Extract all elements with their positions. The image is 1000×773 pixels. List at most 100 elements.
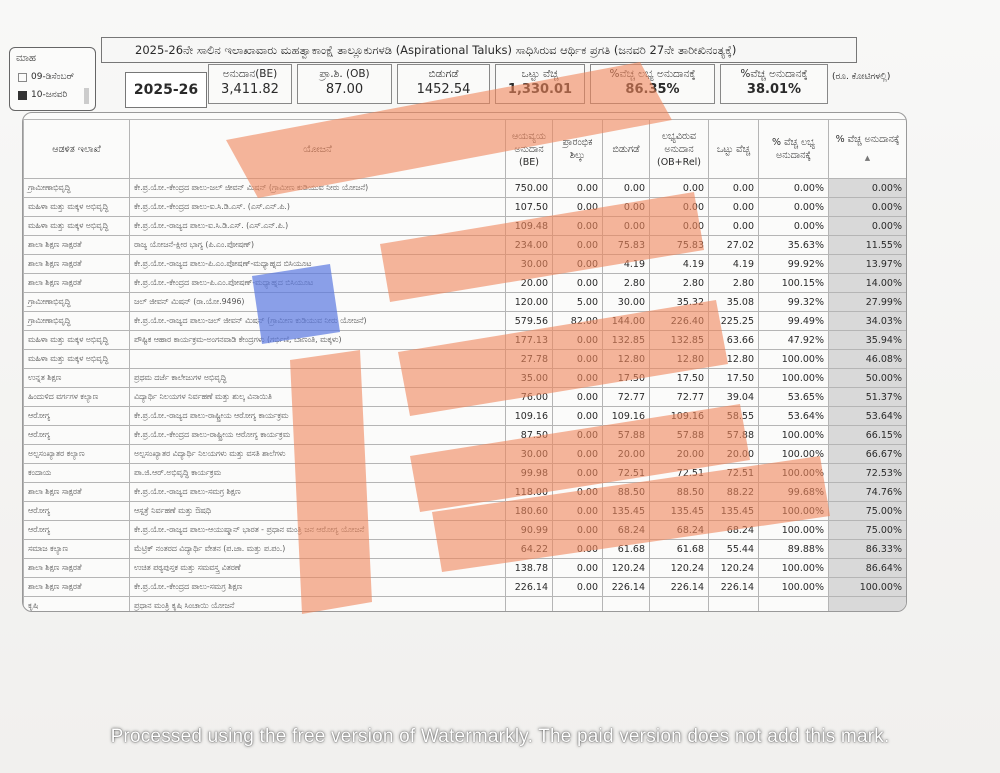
cell-pct-be: 50.00% bbox=[828, 368, 906, 388]
cell-be: 118.00 bbox=[505, 482, 553, 502]
table-body: ಗ್ರಾಮೀಣಾಭಿವೃದ್ಧಿ ಕೇ.ಪ್ರ.ಯೋ.-ಕೇಂದ್ರದ ಪಾಲು-… bbox=[23, 178, 906, 611]
table-row[interactable]: ಗ್ರಾಮೀಣಾಭಿವೃದ್ಧಿ ಕೇ.ಪ್ರ.ಯೋ.-ರಾಜ್ಯದ ಪಾಲು-ಜ… bbox=[23, 311, 906, 331]
cell-rel: 226.14 bbox=[602, 577, 650, 597]
table-row[interactable]: ಮಹಿಳಾ ಮತ್ತು ಮಕ್ಕಳ ಅಭಿವೃದ್ಧಿ ಕೇ.ಪ್ರ.ಯೋ.-ಕೇ… bbox=[23, 197, 906, 217]
cell-be: 76.00 bbox=[505, 387, 553, 407]
cell-ob: 0.00 bbox=[552, 254, 603, 274]
col-header-expenditure[interactable]: ಒಟ್ಟು ವೆಚ್ಚ bbox=[708, 119, 759, 179]
kpi-value: 3,411.82 bbox=[221, 82, 279, 97]
cell-dept: ಕೃಷಿ bbox=[23, 596, 130, 611]
cell-pct-be: 0.00% bbox=[828, 216, 906, 236]
cell-scheme: ಕೇ.ಪ್ರ.ಯೋ.-ಕೇಂದ್ರದ ಪಾಲು-ಪಿ.ಎಂ.ಪೋಷಣ್-ಮಧ್ಯ… bbox=[129, 273, 506, 293]
table-row[interactable]: ಆರೋಗ್ಯ ಕೇ.ಪ್ರ.ಯೋ.-ರಾಜ್ಯದ ಪಾಲು-ರಾಷ್ಟ್ರೀಯ ಆ… bbox=[23, 406, 906, 426]
cell-exp: 39.04 bbox=[708, 387, 759, 407]
cell-avail: 2.80 bbox=[649, 273, 709, 293]
table-row[interactable]: ಶಾಲಾ ಶಿಕ್ಷಣ ಸಾಕ್ಷರತೆ ಕೇ.ಪ್ರ.ಯೋ.-ರಾಜ್ಯದ ಪಾ… bbox=[23, 254, 906, 274]
table-row[interactable]: ಆರೋಗ್ಯ ಕೇ.ಪ್ರ.ಯೋ.-ರಾಜ್ಯದ ಪಾಲು-ಆಯುಷ್ಮಾನ್ ಭ… bbox=[23, 520, 906, 540]
cell-pct-avail bbox=[758, 596, 829, 611]
cell-avail: 72.77 bbox=[649, 387, 709, 407]
cell-dept: ಅಲ್ಪಸಂಖ್ಯಾತರ ಕಲ್ಯಾಣ bbox=[23, 444, 130, 464]
cell-ob: 0.00 bbox=[552, 273, 603, 293]
cell-exp: 27.02 bbox=[708, 235, 759, 255]
cell-scheme: ಪ್ರಥಮ ದರ್ಜೆ ಕಾಲೇಜುಗಳ ಅಭಿವೃದ್ಧಿ bbox=[129, 368, 506, 388]
col-header-be[interactable]: ಆಯವ್ಯಯ ಅನುದಾನ (BE) bbox=[505, 119, 553, 179]
table-row[interactable]: ಗ್ರಾಮೀಣಾಭಿವೃದ್ಧಿ ಜಲ್ ಜೀವನ್ ಮಿಷನ್ (ರಾ.ಯೋ.9… bbox=[23, 292, 906, 312]
table-row[interactable]: ಶಾಲಾ ಶಿಕ್ಷಣ ಸಾಕ್ಷರತೆ ಕೇ.ಪ್ರ.ಯೋ.-ಕೇಂದ್ರದ ಪ… bbox=[23, 577, 906, 597]
cell-be: 234.00 bbox=[505, 235, 553, 255]
table-row[interactable]: ಕಂದಾಯ ಪಾ.ಜಿ.ಆರ್.ಅಭಿವೃದ್ಧಿ ಕಾರ್ಯಕ್ರಮ 99.98 0… bbox=[23, 463, 906, 483]
checkbox-checked-icon[interactable] bbox=[18, 90, 27, 100]
cell-rel: 68.24 bbox=[602, 520, 650, 540]
cell-pct-be: 53.64% bbox=[828, 406, 906, 426]
col-header-dept[interactable]: ಆಡಳಿತ ಇಲಾಖೆ bbox=[23, 119, 130, 179]
col-header-label: % ವೆಚ್ಚ ಅನುದಾನಕ್ಕೆ bbox=[835, 134, 900, 145]
cell-dept: ಗ್ರಾಮೀಣಾಭಿವೃದ್ಧಿ bbox=[23, 178, 130, 198]
cell-pct-avail: 99.49% bbox=[758, 311, 829, 331]
cell-rel: 120.24 bbox=[602, 558, 650, 578]
cell-ob: 0.00 bbox=[552, 482, 603, 502]
cell-scheme: ಕೇ.ಪ್ರ.ಯೋ.-ಕೇಂದ್ರದ ಪಾಲು-ರಾಷ್ಟ್ರೀಯ ಆರೋಗ್ಯ… bbox=[129, 425, 506, 445]
table-row[interactable]: ಶಾಲಾ ಶಿಕ್ಷಣ ಸಾಕ್ಷರತೆ ಉಚಿತ ಪಠ್ಯಪುಸ್ತಕ ಮತ್ತ… bbox=[23, 558, 906, 578]
cell-dept: ಆರೋಗ್ಯ bbox=[23, 520, 130, 540]
kpi-budget: ಅನುದಾನ(BE) 3,411.82 bbox=[208, 64, 292, 104]
cell-exp: 0.00 bbox=[708, 216, 759, 236]
col-header-ob[interactable]: ಪ್ರಾರಂಭಿಕ ಶಿಲ್ಕು bbox=[552, 119, 603, 179]
cell-be: 30.00 bbox=[505, 444, 553, 464]
progress-table: ಆಡಳಿತ ಇಲಾಖೆ ಯೋಜನೆ ಆಯವ್ಯಯ ಅನುದಾನ (BE) ಪ್ರ… bbox=[23, 119, 906, 611]
col-header-release[interactable]: ಬಿಡುಗಡೆ bbox=[602, 119, 650, 179]
table-row[interactable]: ಹಿಂದುಳಿದ ವರ್ಗಗಳ ಕಲ್ಯಾಣ ವಿದ್ಯಾರ್ಥಿ ನಿಲಯಗಳ … bbox=[23, 387, 906, 407]
table-row[interactable]: ಆರೋಗ್ಯ ಆಸ್ಪತ್ರೆ ನಿರ್ವಹಣೆ ಮತ್ತು ಔಷಧಿ 180.60… bbox=[23, 501, 906, 521]
col-header-pct-budget[interactable]: % ವೆಚ್ಚ ಅನುದಾನಕ್ಕೆ ▲ bbox=[828, 119, 906, 179]
cell-pct-be: 100.00% bbox=[828, 577, 906, 597]
month-option-dec[interactable]: 09-ಡಿಸೆಂಬರ್ bbox=[18, 72, 74, 82]
table-row[interactable]: ಅಲ್ಪಸಂಖ್ಯಾತರ ಕಲ್ಯಾಣ ಅಲ್ಪಸಂಖ್ಯಾತರ ವಿದ್ಯಾರ್… bbox=[23, 444, 906, 464]
cell-pct-be: 72.53% bbox=[828, 463, 906, 483]
cell-pct-avail: 99.92% bbox=[758, 254, 829, 274]
table-row[interactable]: ಮಹಿಳಾ ಮತ್ತು ಮಕ್ಕಳ ಅಭಿವೃದ್ಧಿ 27.78 0.00 12.8… bbox=[23, 349, 906, 369]
col-header-available[interactable]: ಲಭ್ಯವಿರುವ ಅನುದಾನ (OB+Rel) bbox=[649, 119, 709, 179]
cell-scheme: ಕೇ.ಪ್ರ.ಯೋ.-ಕೇಂದ್ರದ ಪಾಲು-ಸಮಗ್ರ ಶಿಕ್ಷಣ bbox=[129, 577, 506, 597]
cell-avail: 12.80 bbox=[649, 349, 709, 369]
table-row[interactable]: ಆರೋಗ್ಯ ಕೇ.ಪ್ರ.ಯೋ.-ಕೇಂದ್ರದ ಪಾಲು-ರಾಷ್ಟ್ರೀಯ … bbox=[23, 425, 906, 445]
cell-avail: 0.00 bbox=[649, 216, 709, 236]
table-row[interactable]: ಮಹಿಳಾ ಮತ್ತು ಮಕ್ಕಳ ಅಭಿವೃದ್ಧಿ ಕೇ.ಪ್ರ.ಯೋ.-ರಾ… bbox=[23, 216, 906, 236]
cell-scheme: ಆಸ್ಪತ್ರೆ ನಿರ್ವಹಣೆ ಮತ್ತು ಔಷಧಿ bbox=[129, 501, 506, 521]
kpi-value: 87.00 bbox=[325, 82, 364, 97]
cell-pct-avail: 100.00% bbox=[758, 349, 829, 369]
cell-dept: ಶಾಲಾ ಶಿಕ್ಷಣ ಸಾಕ್ಷರತೆ bbox=[23, 235, 130, 255]
sort-ascending-icon[interactable]: ▲ bbox=[864, 154, 871, 162]
cell-avail: 61.68 bbox=[649, 539, 709, 559]
cell-exp: 135.45 bbox=[708, 501, 759, 521]
table-row[interactable]: ಶಾಲಾ ಶಿಕ್ಷಣ ಸಾಕ್ಷರತೆ ರಾಜ್ಯ ಯೋಜನೆ-ಕ್ಷೀರ ಭಾ… bbox=[23, 235, 906, 255]
cell-pct-be: 75.00% bbox=[828, 501, 906, 521]
cell-dept: ಶಾಲಾ ಶಿಕ್ಷಣ ಸಾಕ್ಷರತೆ bbox=[23, 254, 130, 274]
table-row[interactable]: ಶಾಲಾ ಶಿಕ್ಷಣ ಸಾಕ್ಷರತೆ ಕೇ.ಪ್ರ.ಯೋ.-ಕೇಂದ್ರದ ಪ… bbox=[23, 273, 906, 293]
cell-dept: ಶಾಲಾ ಶಿಕ್ಷಣ ಸಾಕ್ಷರತೆ bbox=[23, 482, 130, 502]
cell-pct-be: 0.00% bbox=[828, 197, 906, 217]
cell-rel: 30.00 bbox=[602, 292, 650, 312]
kpi-label: %ವೆಚ್ಚ ಅನುದಾನಕ್ಕೆ bbox=[740, 68, 808, 80]
cell-dept: ಗ್ರಾಮೀಣಾಭಿವೃದ್ಧಿ bbox=[23, 311, 130, 331]
col-header-pct-available[interactable]: % ವೆಚ್ಚ ಲಭ್ಯ ಅನುದಾನಕ್ಕೆ bbox=[758, 119, 829, 179]
month-option-label: 10-ಜನವರಿ bbox=[31, 90, 68, 100]
table-row[interactable]: ಸಮಾಜ ಕಲ್ಯಾಣ ಮೆಟ್ರಿಕ್ ನಂತರದ ವಿದ್ಯಾರ್ಥಿ ವೇತ… bbox=[23, 539, 906, 559]
checkbox-icon[interactable] bbox=[18, 72, 27, 82]
table-row[interactable]: ಗ್ರಾಮೀಣಾಭಿವೃದ್ಧಿ ಕೇ.ಪ್ರ.ಯೋ.-ಕೇಂದ್ರದ ಪಾಲು-… bbox=[23, 178, 906, 198]
cell-be bbox=[505, 596, 553, 611]
cell-scheme: ರಾಜ್ಯ ಯೋಜನೆ-ಕ್ಷೀರ ಭಾಗ್ಯ (ಪಿ.ಎಂ.ಪೋಷಣ್) bbox=[129, 235, 506, 255]
table-row[interactable]: ಮಹಿಳಾ ಮತ್ತು ಮಕ್ಕಳ ಅಭಿವೃದ್ಧಿ ಪೌಷ್ಟಿಕ ಆಹಾರ … bbox=[23, 330, 906, 350]
cell-avail: 35.32 bbox=[649, 292, 709, 312]
cell-pct-be: 13.97% bbox=[828, 254, 906, 274]
cell-dept: ಮಹಿಳಾ ಮತ್ತು ಮಕ್ಕಳ ಅಭಿವೃದ್ಧಿ bbox=[23, 216, 130, 236]
cell-dept: ಗ್ರಾಮೀಣಾಭಿವೃದ್ಧಿ bbox=[23, 292, 130, 312]
cell-avail: 17.50 bbox=[649, 368, 709, 388]
table-row[interactable]: ಶಾಲಾ ಶಿಕ್ಷಣ ಸಾಕ್ಷರತೆ ಕೇ.ಪ್ರ.ಯೋ.-ರಾಜ್ಯದ ಪಾ… bbox=[23, 482, 906, 502]
cell-avail: 132.85 bbox=[649, 330, 709, 350]
slicer-scrollbar[interactable] bbox=[84, 88, 89, 104]
table-row[interactable]: ಕೃಷಿ ಪ್ರಧಾನ ಮಂತ್ರಿ ಕೃಷಿ ಸಿಂಚಾಯಿ ಯೋಜನೆ bbox=[23, 596, 906, 611]
cell-be: 30.00 bbox=[505, 254, 553, 274]
table-row[interactable]: ಉನ್ನತ ಶಿಕ್ಷಣ ಪ್ರಥಮ ದರ್ಜೆ ಕಾಲೇಜುಗಳ ಅಭಿವೃದ್… bbox=[23, 368, 906, 388]
month-option-jan[interactable]: 10-ಜನವರಿ bbox=[18, 90, 67, 100]
col-header-scheme[interactable]: ಯೋಜನೆ bbox=[129, 119, 506, 179]
